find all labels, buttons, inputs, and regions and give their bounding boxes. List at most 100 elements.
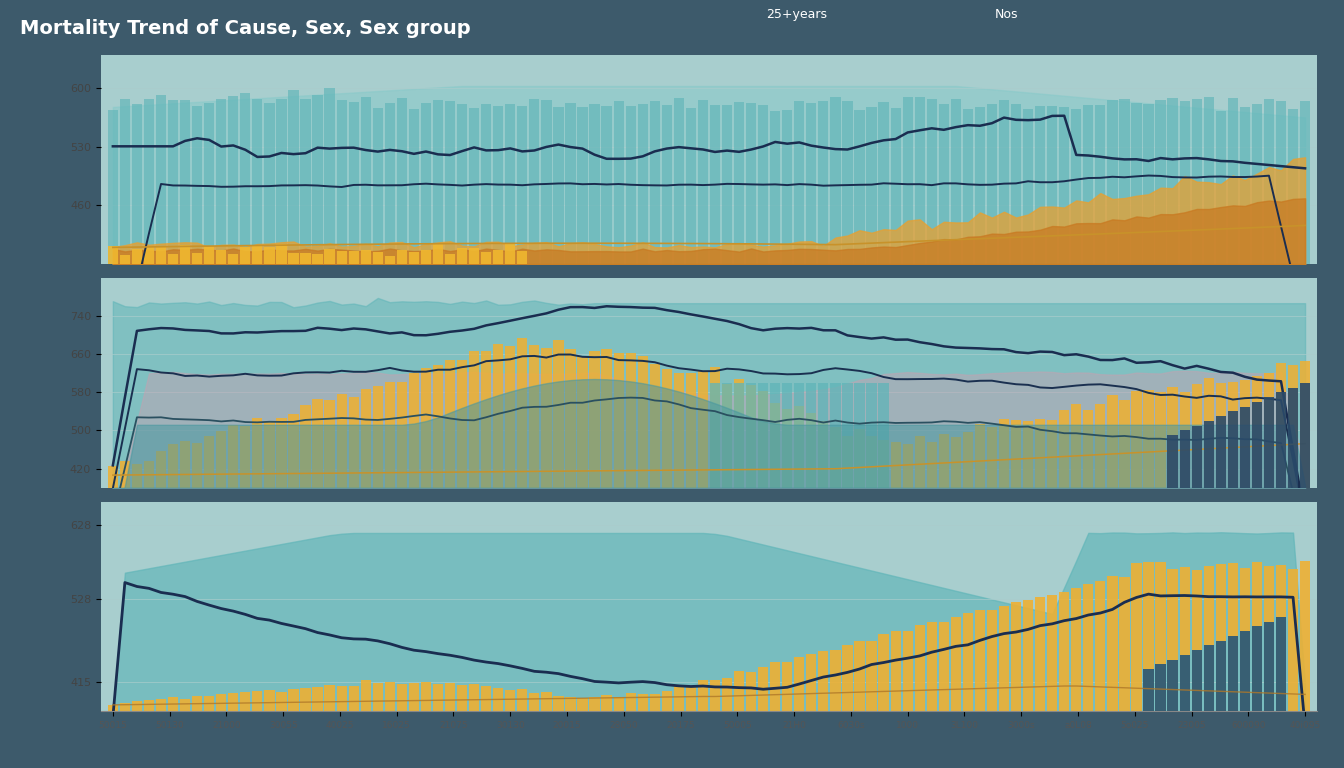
Bar bbox=[590, 697, 599, 711]
Bar bbox=[661, 105, 672, 264]
Bar bbox=[843, 101, 852, 264]
Bar bbox=[818, 382, 828, 488]
Bar bbox=[673, 686, 684, 711]
Bar bbox=[1180, 392, 1189, 488]
Bar bbox=[433, 365, 444, 488]
Bar bbox=[384, 682, 395, 711]
Bar bbox=[396, 250, 407, 264]
Bar bbox=[336, 251, 347, 264]
Bar bbox=[1156, 562, 1165, 711]
Bar bbox=[289, 253, 298, 264]
Bar bbox=[637, 356, 648, 488]
Bar bbox=[758, 105, 769, 264]
Bar bbox=[1083, 410, 1094, 488]
Bar bbox=[746, 385, 757, 488]
Bar bbox=[253, 418, 262, 488]
Text: Mortality Trend of Cause, Sex, Sex group: Mortality Trend of Cause, Sex, Sex group bbox=[20, 19, 470, 38]
Bar bbox=[914, 625, 925, 711]
Bar bbox=[1047, 595, 1058, 711]
Bar bbox=[843, 436, 852, 488]
Bar bbox=[879, 634, 888, 711]
Bar bbox=[301, 405, 310, 488]
Bar bbox=[216, 431, 226, 488]
Bar bbox=[806, 382, 816, 488]
Bar bbox=[1059, 592, 1070, 711]
Bar bbox=[794, 101, 805, 264]
Bar bbox=[144, 246, 155, 264]
Bar bbox=[289, 414, 298, 488]
Bar bbox=[241, 93, 250, 264]
Bar bbox=[794, 657, 805, 711]
Bar bbox=[710, 105, 720, 264]
Bar bbox=[1023, 109, 1034, 264]
Bar bbox=[481, 686, 492, 711]
Bar bbox=[999, 101, 1009, 264]
Bar bbox=[372, 684, 383, 711]
Bar bbox=[806, 654, 816, 711]
Bar bbox=[372, 253, 383, 264]
Bar bbox=[1180, 101, 1189, 264]
Bar bbox=[698, 371, 708, 488]
Bar bbox=[168, 444, 179, 488]
Bar bbox=[867, 641, 876, 711]
Bar bbox=[289, 690, 298, 711]
Bar bbox=[493, 343, 504, 488]
Bar bbox=[265, 103, 274, 264]
Bar bbox=[530, 345, 539, 488]
Bar bbox=[914, 436, 925, 488]
Bar bbox=[1120, 577, 1129, 711]
Bar bbox=[469, 108, 480, 264]
Bar bbox=[758, 382, 769, 488]
Bar bbox=[1156, 392, 1165, 488]
Bar bbox=[433, 244, 444, 264]
Bar bbox=[1168, 568, 1177, 711]
Bar bbox=[1227, 636, 1238, 711]
Bar bbox=[926, 442, 937, 488]
Bar bbox=[637, 694, 648, 711]
Bar bbox=[204, 103, 214, 264]
Bar bbox=[867, 436, 876, 488]
Bar bbox=[144, 99, 155, 264]
Bar bbox=[1120, 400, 1129, 488]
Bar bbox=[180, 441, 191, 488]
Bar bbox=[301, 253, 310, 264]
Bar bbox=[855, 641, 864, 711]
Bar bbox=[950, 99, 961, 264]
Bar bbox=[108, 704, 118, 711]
Bar bbox=[1227, 98, 1238, 264]
Bar bbox=[722, 384, 732, 488]
Bar bbox=[132, 701, 142, 711]
Bar bbox=[445, 101, 456, 264]
Bar bbox=[855, 429, 864, 488]
Bar bbox=[421, 682, 431, 711]
Bar bbox=[938, 104, 949, 264]
Bar bbox=[312, 399, 323, 488]
Bar bbox=[542, 349, 551, 488]
Bar bbox=[1011, 602, 1021, 711]
Bar bbox=[566, 103, 575, 264]
Bar bbox=[120, 99, 130, 264]
Bar bbox=[192, 696, 202, 711]
Bar bbox=[782, 110, 793, 264]
Bar bbox=[324, 249, 335, 264]
Bar bbox=[698, 101, 708, 264]
Bar bbox=[384, 382, 395, 488]
Bar bbox=[1227, 412, 1238, 488]
Bar bbox=[481, 351, 492, 488]
Bar bbox=[168, 697, 179, 711]
Bar bbox=[132, 250, 142, 264]
Bar bbox=[228, 694, 238, 711]
Bar bbox=[1275, 101, 1286, 264]
Bar bbox=[685, 687, 696, 711]
Bar bbox=[517, 339, 527, 488]
Bar bbox=[192, 106, 202, 264]
Bar bbox=[421, 250, 431, 264]
Bar bbox=[602, 695, 612, 711]
Bar bbox=[1192, 570, 1202, 711]
Bar bbox=[879, 102, 888, 264]
Bar bbox=[348, 397, 359, 488]
Bar bbox=[1192, 650, 1202, 711]
Bar bbox=[1263, 372, 1274, 488]
Bar bbox=[301, 99, 310, 264]
Bar bbox=[879, 382, 888, 488]
